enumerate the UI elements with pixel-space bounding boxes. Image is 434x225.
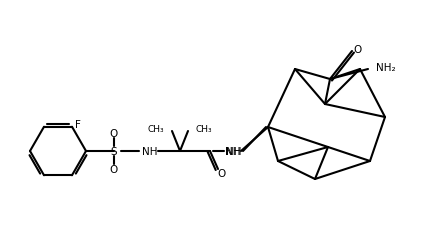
Text: S: S [111, 146, 117, 156]
Text: NH: NH [226, 146, 241, 156]
Text: O: O [110, 128, 118, 138]
Text: NH: NH [224, 146, 240, 156]
Text: O: O [353, 45, 361, 55]
Text: F: F [75, 119, 81, 129]
Text: CH₃: CH₃ [148, 124, 164, 133]
Text: CH₃: CH₃ [196, 124, 213, 133]
Text: O: O [218, 168, 226, 178]
Text: O: O [110, 164, 118, 174]
Text: NH: NH [142, 146, 158, 156]
Text: NH₂: NH₂ [376, 63, 396, 73]
